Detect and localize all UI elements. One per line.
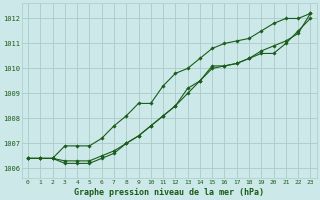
X-axis label: Graphe pression niveau de la mer (hPa): Graphe pression niveau de la mer (hPa) (74, 188, 264, 197)
